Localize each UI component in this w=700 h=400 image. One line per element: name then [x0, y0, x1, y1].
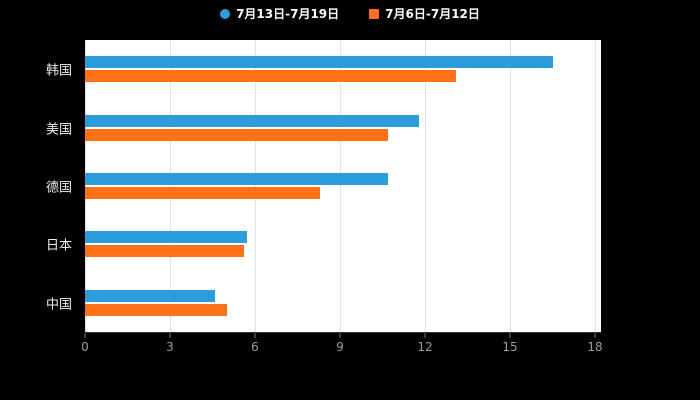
legend-square-marker-icon: [369, 9, 380, 19]
category-label: 德国: [45, 180, 72, 196]
category-label: 日本: [45, 238, 72, 254]
bar: [85, 56, 553, 69]
category-label: 韩国: [45, 63, 72, 79]
x-axis-tick: [339, 333, 341, 338]
gridline: [85, 40, 86, 332]
legend-label: 7月13日-7月19日: [236, 7, 340, 21]
x-tick-label: 18: [587, 340, 603, 354]
category-label: 美国: [45, 122, 72, 138]
bar: [85, 173, 389, 185]
legend-item-week-jul6-12[interactable]: 7月6日-7月12日: [369, 7, 480, 21]
x-axis-tick: [254, 333, 256, 338]
legend-label: 7月6日-7月12日: [385, 7, 480, 21]
x-axis-tick: [84, 333, 86, 338]
legend-item-week-jul13-19[interactable]: 7月13日-7月19日: [220, 7, 339, 21]
gridline: [255, 40, 256, 332]
x-axis-tick: [169, 333, 171, 338]
x-tick-label: 3: [166, 340, 174, 354]
bar: [85, 303, 227, 316]
x-tick-label: 0: [81, 340, 89, 354]
bar: [85, 114, 420, 127]
gridline: [595, 40, 596, 332]
bar: [85, 231, 247, 244]
bar: [85, 289, 216, 302]
category-label: 中国: [45, 297, 72, 313]
bar: [85, 128, 389, 141]
x-tick-label: 9: [336, 340, 344, 354]
gridline: [425, 40, 426, 332]
gridline: [340, 40, 341, 332]
legend: 7月13日-7月19日 7月6日-7月12日: [0, 7, 700, 21]
x-axis-tick: [424, 333, 426, 338]
x-axis-tick: [594, 333, 596, 338]
x-axis-tick: [509, 333, 511, 338]
x-tick-label: 12: [417, 340, 433, 354]
x-tick-label: 6: [251, 340, 259, 354]
legend-circle-marker-icon: [220, 9, 231, 19]
gridline: [510, 40, 511, 332]
x-tick-label: 15: [502, 340, 518, 354]
bar: [85, 70, 457, 83]
bar: [85, 187, 321, 199]
gridline: [170, 40, 171, 332]
plot-area: [85, 40, 601, 333]
bar: [85, 245, 244, 258]
